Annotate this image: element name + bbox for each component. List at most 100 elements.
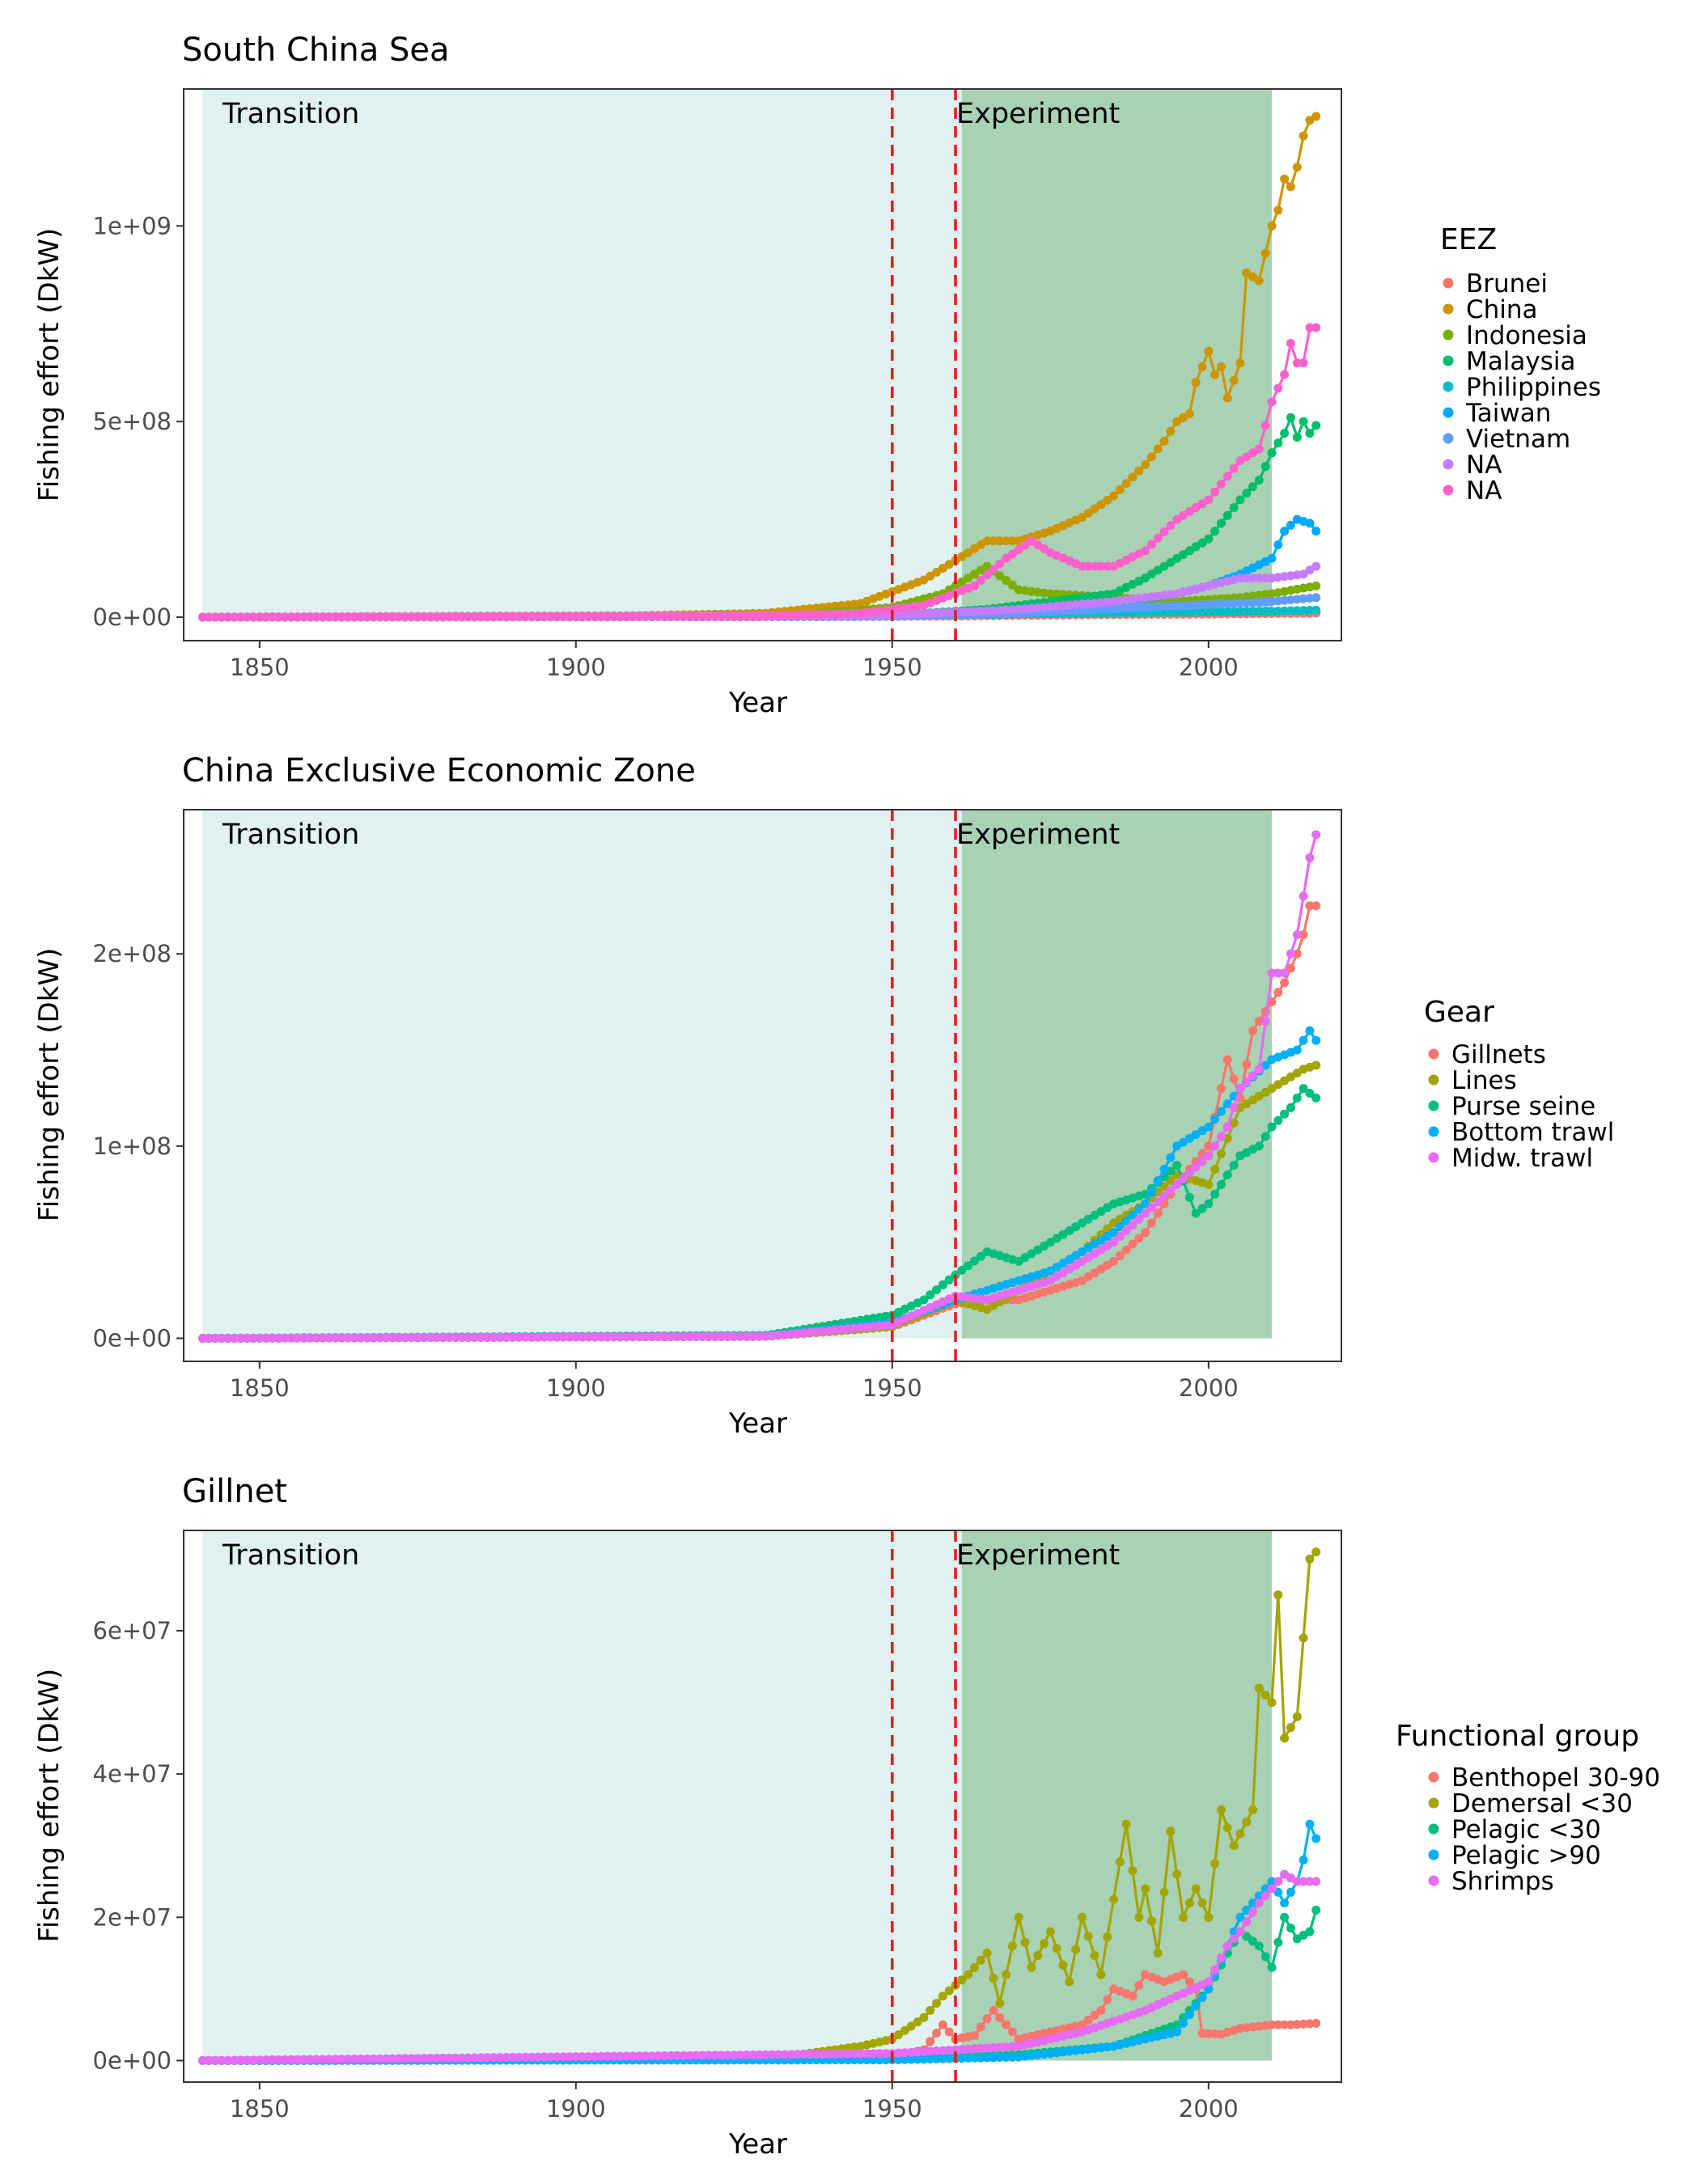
data-point (198, 612, 207, 622)
data-point (324, 2055, 334, 2064)
data-point (439, 2053, 448, 2063)
data-point (1242, 1917, 1252, 1927)
data-point (1179, 607, 1188, 617)
data-point (1077, 2020, 1087, 2030)
data-point (900, 2048, 909, 2058)
data-point (932, 2029, 941, 2038)
data-point (432, 2053, 442, 2063)
data-point (293, 2055, 303, 2064)
data-point (482, 1332, 492, 1342)
legend-key (1443, 381, 1454, 392)
panel-title: China Exclusive Economic Zone (182, 752, 696, 789)
data-point (919, 2013, 929, 2022)
data-point (362, 2054, 372, 2063)
data-point (1007, 2042, 1017, 2051)
data-point (616, 2051, 625, 2061)
data-point (1153, 1949, 1163, 1958)
data-point (976, 2053, 985, 2063)
data-point (223, 2055, 233, 2065)
data-point (616, 1332, 625, 1342)
data-point (641, 2051, 650, 2061)
data-point (268, 2055, 277, 2064)
data-point (964, 548, 973, 557)
data-point (748, 1331, 758, 1341)
data-point (913, 2047, 922, 2057)
data-point (248, 612, 258, 622)
data-point (704, 2051, 714, 2060)
data-point (268, 612, 277, 622)
data-point (305, 1333, 315, 1343)
data-point (1216, 1179, 1226, 1189)
data-point (1267, 1884, 1277, 1894)
legend-label: Benthopel 30-90 (1451, 1763, 1660, 1792)
data-point (375, 612, 384, 621)
data-point (634, 612, 644, 621)
data-point (1159, 527, 1169, 536)
data-point (685, 2051, 695, 2060)
data-point (1260, 1952, 1270, 1962)
data-point (1204, 1977, 1214, 1987)
data-point (1235, 1912, 1245, 1922)
data-point (1286, 182, 1295, 192)
data-point (1248, 1907, 1257, 1917)
region-label-experiment: Experiment (956, 819, 1120, 851)
data-point (1273, 968, 1283, 978)
data-point (1184, 1168, 1194, 1178)
data-point (299, 2055, 309, 2064)
region-transition (202, 1530, 962, 2061)
legend-key (1443, 459, 1454, 470)
data-point (1197, 1157, 1207, 1166)
data-point (1109, 1256, 1118, 1266)
data-point (748, 612, 758, 621)
data-point (1254, 276, 1264, 286)
data-point (242, 2055, 252, 2065)
data-point (1305, 323, 1315, 332)
data-point (235, 612, 245, 622)
data-point (761, 2050, 770, 2059)
data-point (381, 2054, 391, 2063)
data-point (868, 1322, 878, 1331)
data-point (970, 607, 979, 616)
data-point (1311, 605, 1321, 615)
data-point (413, 2054, 422, 2063)
data-point (856, 2055, 866, 2065)
data-point (419, 2054, 429, 2063)
data-point (242, 1333, 252, 1343)
data-point (881, 2055, 891, 2065)
data-point (1191, 378, 1201, 387)
data-point (1260, 1016, 1270, 1026)
y-tick-label: 5e+08 (93, 408, 172, 435)
data-point (1267, 1877, 1277, 1886)
data-point (1248, 1936, 1257, 1946)
data-point (1254, 1091, 1264, 1101)
data-point (837, 2049, 846, 2059)
data-point (489, 612, 498, 621)
data-point (1273, 383, 1283, 393)
data-point (894, 2048, 904, 2058)
data-point (1248, 1026, 1257, 1035)
data-point (331, 612, 341, 622)
data-point (419, 612, 429, 621)
data-point (1090, 504, 1099, 514)
data-point (742, 612, 752, 621)
data-point (742, 2050, 752, 2059)
data-point (1254, 1941, 1264, 1951)
data-point (1153, 533, 1163, 543)
data-point (654, 2051, 663, 2061)
data-point (1216, 607, 1226, 616)
legend-label: Malaysia (1466, 347, 1575, 376)
data-point (1299, 417, 1308, 426)
data-point (1229, 1118, 1239, 1128)
data-point (1159, 602, 1169, 612)
data-point (1210, 1141, 1220, 1151)
data-point (311, 1333, 321, 1343)
data-point (843, 609, 853, 619)
legend-label: Lines (1451, 1066, 1517, 1095)
data-point (255, 1333, 265, 1343)
data-point (919, 1295, 929, 1305)
data-point (318, 1333, 328, 1343)
data-point (596, 2051, 606, 2061)
data-point (793, 2050, 802, 2059)
data-point (1159, 436, 1169, 446)
data-point (299, 1333, 309, 1343)
